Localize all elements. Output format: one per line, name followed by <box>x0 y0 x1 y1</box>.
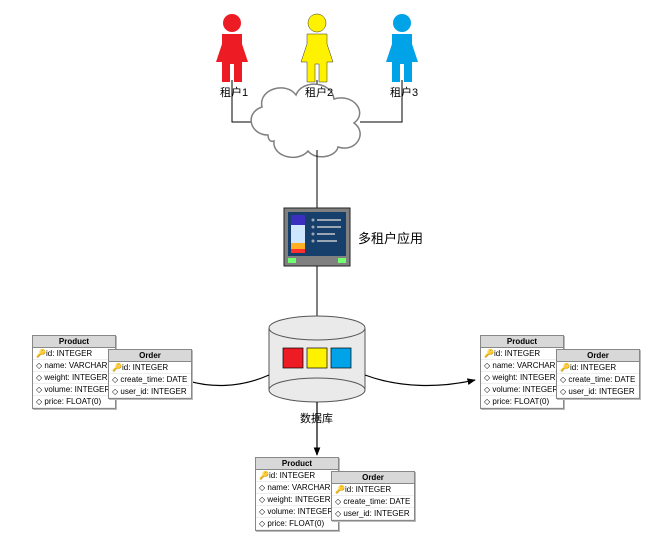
order-title: Order <box>332 472 414 484</box>
product-field: price: FLOAT(0) <box>492 397 549 406</box>
product-table: Product 🔑id: INTEGER ◇ name: VARCHAR ◇ w… <box>255 457 339 531</box>
order-field: create_time: DATE <box>568 375 635 384</box>
product-field: name: VARCHAR <box>267 483 330 492</box>
product-field: volume: INTEGER <box>44 385 110 394</box>
order-title: Order <box>557 350 639 362</box>
tenant-1-icon <box>216 14 248 82</box>
product-field: id: INTEGER <box>494 349 540 358</box>
order-field: user_id: INTEGER <box>568 387 634 396</box>
product-field: volume: INTEGER <box>492 385 558 394</box>
order-field: id: INTEGER <box>122 363 168 372</box>
product-title: Product <box>256 458 338 470</box>
product-field: id: INTEGER <box>46 349 92 358</box>
product-title: Product <box>33 336 115 348</box>
order-field: create_time: DATE <box>343 497 410 506</box>
order-field: id: INTEGER <box>345 485 391 494</box>
order-field: user_id: INTEGER <box>120 387 186 396</box>
product-field: name: VARCHAR <box>44 361 107 370</box>
db-label: 数据库 <box>300 410 333 426</box>
database-icon <box>269 316 365 402</box>
product-field: id: INTEGER <box>269 471 315 480</box>
tenant-1-label: 租户1 <box>220 84 248 100</box>
product-table: Product 🔑id: INTEGER ◇ name: VARCHAR ◇ w… <box>480 335 564 409</box>
order-table: Order 🔑id: INTEGER ◇ create_time: DATE ◇… <box>331 471 415 521</box>
app-label: 多租户应用 <box>358 228 423 247</box>
product-field: weight: INTEGER <box>492 373 555 382</box>
product-field: weight: INTEGER <box>267 495 330 504</box>
tenant-3-icon <box>386 14 418 82</box>
product-table: Product 🔑id: INTEGER ◇ name: VARCHAR ◇ w… <box>32 335 116 409</box>
order-table: Order 🔑id: INTEGER ◇ create_time: DATE ◇… <box>556 349 640 399</box>
order-field: create_time: DATE <box>120 375 187 384</box>
schema-group-right: Product 🔑id: INTEGER ◇ name: VARCHAR ◇ w… <box>480 335 640 435</box>
tenant-2-label: 租户2 <box>305 84 333 100</box>
product-field: volume: INTEGER <box>267 507 333 516</box>
product-field: name: VARCHAR <box>492 361 555 370</box>
schema-group-left: Product 🔑id: INTEGER ◇ name: VARCHAR ◇ w… <box>32 335 192 435</box>
order-title: Order <box>109 350 191 362</box>
product-field: weight: INTEGER <box>44 373 107 382</box>
schema-group-bottom: Product 🔑id: INTEGER ◇ name: VARCHAR ◇ w… <box>255 457 415 557</box>
product-title: Product <box>481 336 563 348</box>
tenant-2-icon <box>301 14 333 82</box>
order-table: Order 🔑id: INTEGER ◇ create_time: DATE ◇… <box>108 349 192 399</box>
order-field: id: INTEGER <box>570 363 616 372</box>
order-field: user_id: INTEGER <box>343 509 409 518</box>
product-field: price: FLOAT(0) <box>267 519 324 528</box>
tenant-3-label: 租户3 <box>390 84 418 100</box>
product-field: price: FLOAT(0) <box>44 397 101 406</box>
computer-icon <box>284 208 350 266</box>
